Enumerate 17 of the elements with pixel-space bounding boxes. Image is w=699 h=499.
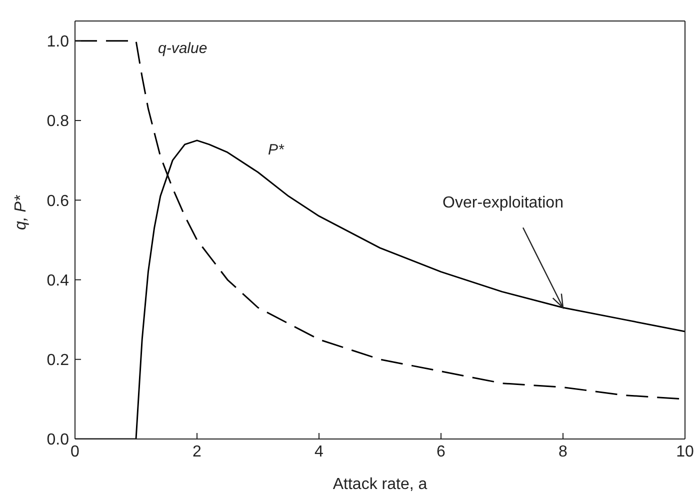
y-tick-label: 0.8 [46,113,70,130]
x-tick-label: 2 [192,443,202,460]
x-tick-label: 0 [70,443,80,460]
annotation: Over-exploitation [442,194,564,212]
y-axis-title: q, P* [12,194,30,230]
y-tick-label: 1.0 [46,34,70,51]
x-tick-label: 6 [436,443,446,460]
x-tick-label: 4 [314,443,324,460]
y-tick-label: 0.4 [46,272,70,290]
y-tick-label: 0.0 [46,432,70,449]
x-tick-label: 10 [676,443,694,460]
x-tick-label: 8 [558,443,568,460]
x-axis-title: Attack rate, a [332,476,428,493]
y-tick-label: 0.2 [46,352,70,370]
series-label: q-value [158,40,208,57]
y-tick-label: 0.6 [46,192,70,210]
series-label: P* [268,141,286,158]
